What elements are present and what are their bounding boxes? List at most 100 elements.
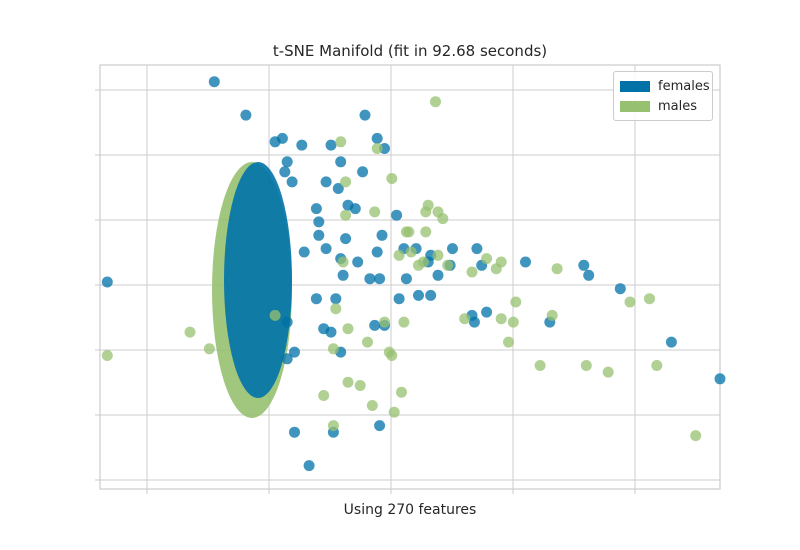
females-point (289, 426, 300, 438)
females-point (298, 246, 310, 258)
data-points (101, 76, 726, 472)
males-point (510, 296, 522, 308)
females-point (468, 316, 480, 328)
females-point (269, 136, 281, 148)
males-point (503, 336, 514, 348)
females-point (281, 316, 293, 328)
males-point (534, 360, 546, 371)
females-point (471, 243, 483, 255)
males-point (396, 386, 407, 398)
males-point (330, 303, 342, 315)
females-point (318, 323, 330, 335)
males-point (340, 209, 352, 221)
males-point (495, 256, 507, 268)
males-point (383, 346, 395, 358)
legend-swatch-males (620, 100, 650, 112)
females-point (578, 259, 590, 271)
males-point (651, 360, 663, 371)
legend-label-males: males (658, 98, 698, 114)
females-point (432, 269, 444, 281)
females-point (101, 276, 113, 288)
males-point (459, 313, 471, 325)
legend-item-males: males (620, 98, 697, 114)
males-point (342, 376, 354, 388)
females-point (279, 166, 291, 178)
females-point (313, 229, 325, 241)
females-point (364, 273, 376, 285)
females-point (481, 306, 493, 318)
females-point (583, 269, 595, 281)
females-point (296, 139, 308, 151)
males-point (481, 253, 493, 265)
males-point (342, 323, 354, 335)
males-point (327, 343, 339, 355)
females-point (320, 176, 332, 188)
females-point (374, 273, 386, 285)
males-point (551, 263, 563, 275)
males-point (369, 206, 381, 218)
males-point (393, 249, 405, 261)
females-point (376, 229, 388, 241)
females-point (371, 132, 383, 144)
males-point (354, 380, 366, 391)
females-point (359, 109, 371, 121)
males-point (335, 136, 347, 148)
females-point (335, 156, 347, 168)
males-point (366, 400, 378, 411)
females-point (337, 269, 349, 281)
males-point (432, 249, 444, 261)
males-point (437, 213, 449, 225)
males-point (340, 176, 352, 188)
females-point (281, 353, 293, 365)
males-point (546, 309, 558, 321)
females-point (281, 156, 293, 168)
females-point (332, 183, 344, 194)
females-cluster-blob (224, 162, 292, 398)
females-point (340, 233, 352, 245)
x-axis-label: Using 270 features (343, 502, 477, 518)
males-point (379, 316, 390, 328)
males-point (386, 173, 398, 184)
females-point (520, 256, 531, 268)
males-point (388, 406, 400, 418)
males-point (580, 360, 592, 371)
males-point (101, 350, 113, 361)
legend-swatch-females (620, 80, 650, 92)
females-point (413, 289, 424, 301)
females-point (240, 109, 252, 121)
males-point (403, 226, 415, 238)
males-point (203, 343, 215, 355)
males-point (602, 366, 614, 378)
axis-ticks (95, 89, 636, 494)
males-point (624, 296, 636, 308)
males-point (430, 96, 441, 108)
females-point (369, 319, 381, 331)
males-point (337, 256, 349, 268)
females-point (310, 293, 322, 305)
legend: females males (613, 71, 713, 121)
females-point (208, 76, 220, 88)
females-point (665, 336, 677, 348)
females-point (374, 420, 386, 432)
females-point (320, 243, 332, 255)
females-point (303, 460, 315, 472)
grid-lines (100, 65, 720, 489)
females-point (371, 246, 383, 258)
males-point (495, 313, 507, 325)
legend-label-females: females (658, 78, 710, 94)
males-point (690, 430, 702, 442)
females-point (400, 273, 412, 285)
legend-item-females: females (620, 78, 710, 94)
males-point (417, 256, 429, 268)
females-point (352, 256, 364, 268)
females-point (313, 216, 325, 228)
males-point (269, 309, 281, 321)
females-point (349, 203, 361, 215)
females-point (447, 243, 458, 255)
females-point (325, 139, 337, 151)
males-point (371, 143, 383, 154)
dense-cluster (212, 162, 292, 418)
males-point (327, 420, 339, 432)
males-point (442, 259, 454, 271)
